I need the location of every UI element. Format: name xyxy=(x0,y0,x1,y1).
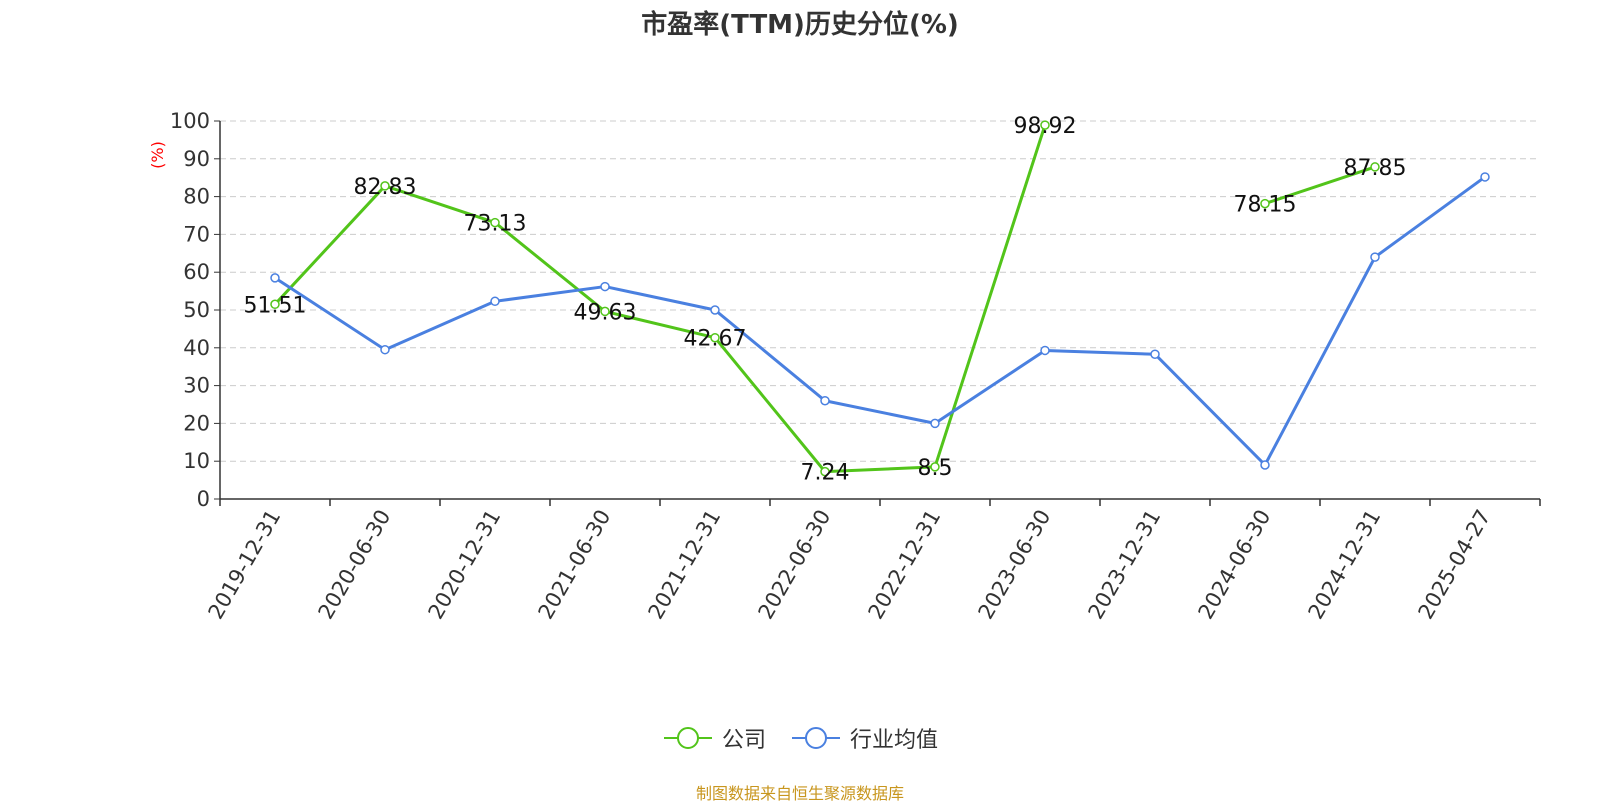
y-tick-label: 90 xyxy=(183,147,210,171)
data-point xyxy=(1480,172,1490,182)
x-tick-label: 2021-06-30 xyxy=(534,506,616,624)
data-point xyxy=(710,305,720,315)
data-point xyxy=(1260,460,1270,470)
data-label: 49.63 xyxy=(574,300,637,325)
data-point xyxy=(380,344,390,355)
x-tick-label: 2025-04-27 xyxy=(1414,506,1496,624)
data-point xyxy=(600,306,610,317)
y-axis-label: (%) xyxy=(148,141,167,169)
data-point xyxy=(1370,252,1380,262)
data-point xyxy=(820,395,830,406)
y-tick-label: 100 xyxy=(170,109,210,133)
x-tick-label: 2024-12-31 xyxy=(1304,506,1386,624)
data-point xyxy=(490,217,500,228)
y-tick-label: 40 xyxy=(183,336,210,360)
x-tick-label: 2024-06-30 xyxy=(1194,506,1276,624)
y-tick-label: 70 xyxy=(183,222,210,246)
data-point xyxy=(820,466,830,477)
data-point xyxy=(930,462,940,472)
data-label: 73.13 xyxy=(464,212,527,237)
legend-marker-icon xyxy=(792,727,840,749)
data-point xyxy=(1150,349,1160,359)
series-lines xyxy=(270,120,1490,477)
data-label: 82.83 xyxy=(354,175,417,200)
series-line xyxy=(1264,165,1376,206)
y-tick-label: 20 xyxy=(183,411,210,435)
legend-label: 行业均值 xyxy=(850,728,939,753)
legend-marker-icon xyxy=(663,727,712,749)
data-point xyxy=(1040,345,1050,356)
legend-item[interactable]: 行业均值 xyxy=(790,722,938,754)
y-tick-label: 0 xyxy=(197,487,210,511)
data-label: 51.51 xyxy=(244,293,307,318)
legend-label: 公司 xyxy=(721,728,766,753)
data-point xyxy=(930,418,940,429)
y-tick-label: 10 xyxy=(183,449,210,473)
grid-lines xyxy=(220,120,1540,462)
x-tick-label: 2020-12-31 xyxy=(424,506,506,624)
data-point xyxy=(380,181,390,191)
legend: 公司 行业均值 xyxy=(0,722,1600,754)
data-label: 42.67 xyxy=(684,327,747,352)
series-line xyxy=(274,175,1486,467)
data-point xyxy=(270,299,280,310)
y-tick-label: 80 xyxy=(183,185,210,209)
x-tick-label: 2022-06-30 xyxy=(754,506,836,624)
data-labels: 51.51 82.83 73.13 49.63 42.67 7.24 8.5 98.92 78.… xyxy=(244,114,1407,486)
x-tick-label: 2021-12-31 xyxy=(644,506,726,624)
x-tick-label: 2023-06-30 xyxy=(974,506,1056,624)
data-label: 98.92 xyxy=(1014,114,1077,139)
x-tick-label: 2020-06-30 xyxy=(314,506,396,624)
data-point xyxy=(1260,198,1270,209)
data-point xyxy=(710,332,720,343)
x-tick-label: 2022-12-31 xyxy=(864,506,946,624)
data-point xyxy=(600,281,610,292)
x-tick-label: 2023-12-31 xyxy=(1084,506,1166,624)
data-label: 7.24 xyxy=(801,461,850,486)
source-note: 制图数据来自恒生聚源数据库 xyxy=(695,784,904,803)
legend-item[interactable]: 公司 xyxy=(662,722,766,754)
y-tick-label: 50 xyxy=(183,298,210,322)
chart-title: 市盈率(TTM)历史分位(%) xyxy=(641,10,959,40)
data-point xyxy=(490,296,500,307)
data-point xyxy=(270,273,280,283)
data-point xyxy=(1370,162,1380,172)
data-label: 87.85 xyxy=(1344,156,1407,181)
y-tick-label: 60 xyxy=(183,260,210,284)
y-tick-label: 30 xyxy=(183,374,210,398)
x-tick-label: 2019-12-31 xyxy=(204,506,286,624)
data-point xyxy=(1040,120,1050,130)
data-label: 78.15 xyxy=(1234,193,1297,218)
data-label: 8.5 xyxy=(918,456,953,481)
series-line xyxy=(273,124,1047,474)
